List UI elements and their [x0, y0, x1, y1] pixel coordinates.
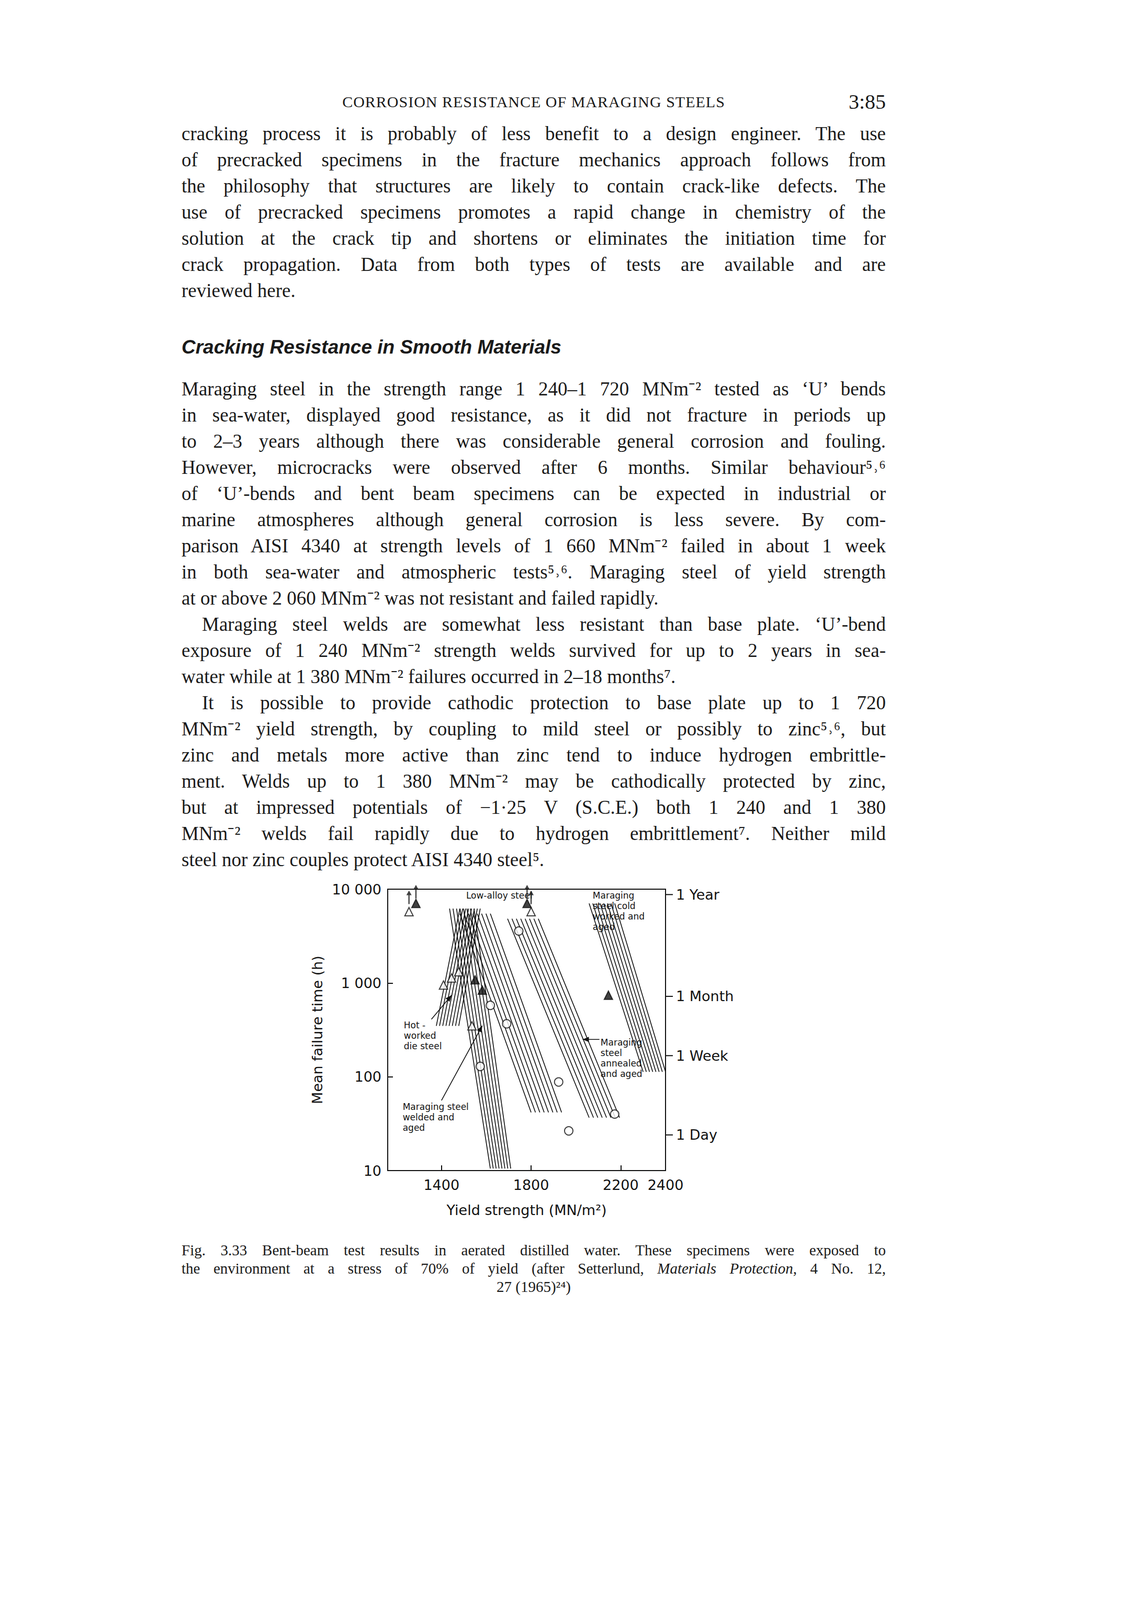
svg-text:welded and: welded and — [402, 1112, 455, 1123]
html-text:water while at 1 380 MNm⁻² fai: water while at 1 380 MNm⁻² failures occu… — [181, 665, 676, 688]
html-text:in both sea-water and atmosphe: in both sea-water and atmospheric tests⁵… — [181, 561, 886, 583]
svg-text:steel cold: steel cold — [592, 900, 636, 912]
html-text:to 2–3 years although there wa: to 2–3 years although there was consider… — [181, 430, 886, 452]
svg-text:Maraging: Maraging — [592, 890, 635, 901]
html-text:exposure of 1 240 MNm⁻² streng: exposure of 1 240 MNm⁻² strength welds s… — [181, 639, 886, 662]
svg-text:aged: aged — [402, 1122, 425, 1134]
html-text:the environment at a stress of: the environment at a stress of 70% of yi… — [181, 1260, 886, 1278]
svg-text:and aged: and aged — [600, 1068, 643, 1080]
svg-text:Yield strength (MN/m²): Yield strength (MN/m²) — [446, 1202, 607, 1219]
html-text:parison AISI 4340 at strength: parison AISI 4340 at strength levels of … — [181, 534, 886, 557]
html-text:Cracking Resistance in Smooth: Cracking Resistance in Smooth Materials — [181, 336, 562, 358]
svg-text:1 Year: 1 Year — [675, 886, 720, 904]
svg-text:worked: worked — [403, 1030, 437, 1042]
html-text:3:85: 3:85 — [848, 89, 886, 114]
svg-text:Maraging steel: Maraging steel — [402, 1101, 469, 1113]
svg-text:Maraging: Maraging — [600, 1037, 643, 1049]
svg-text:1 Day: 1 Day — [675, 1127, 718, 1144]
html-text:It is possible to provide cath: It is possible to provide cathodic prote… — [201, 691, 886, 714]
svg-text:steel: steel — [600, 1048, 623, 1059]
html-text:marine atmospheres although ge: marine atmospheres although general corr… — [181, 508, 886, 531]
svg-text:2400: 2400 — [647, 1177, 684, 1194]
html-text:but at impressed potentials of: but at impressed potentials of −1·25 V (… — [181, 796, 886, 819]
html-text:the philosophy that structures: the philosophy that structures are likel… — [181, 175, 886, 197]
svg-text:2200: 2200 — [602, 1177, 639, 1194]
html-text:in sea-water, displayed good r: in sea-water, displayed good resistance,… — [181, 404, 886, 426]
html-text:27 (1965)²⁴): 27 (1965)²⁴) — [496, 1278, 571, 1296]
html-text:CORROSION RESISTANCE OF MARAGI: CORROSION RESISTANCE OF MARAGING STEELS — [342, 93, 726, 111]
html-text:solution at the crack tip and: solution at the crack tip and shortens o… — [181, 227, 886, 250]
svg-text:worked and: worked and — [592, 911, 645, 922]
svg-text:1 000: 1 000 — [341, 975, 382, 992]
svg-text:1 Week: 1 Week — [675, 1048, 729, 1065]
svg-text:Hot -: Hot - — [403, 1020, 426, 1031]
html-text:However, microcracks were obse: However, microcracks were observed after… — [181, 456, 886, 478]
html-text:at or above 2 060 MNm⁻² was no: at or above 2 060 MNm⁻² was not resistan… — [181, 587, 659, 609]
svg-text:1 Month: 1 Month — [675, 988, 734, 1005]
html-text:zinc and metals more active th: zinc and metals more active than zinc te… — [181, 744, 886, 766]
svg-text:1400: 1400 — [423, 1177, 460, 1194]
svg-text:Mean failure time (h): Mean failure time (h) — [309, 955, 326, 1105]
html-text:ment. Welds up to 1 380 MNm⁻²: ment. Welds up to 1 380 MNm⁻² may be cat… — [181, 770, 886, 792]
svg-text:Low-alloy steel: Low-alloy steel — [466, 890, 533, 901]
html-text:Maraging steel in the strength: Maraging steel in the strength range 1 2… — [181, 378, 886, 400]
svg-text:10 000: 10 000 — [332, 881, 382, 898]
html-text:Fig. 3.33 Bent-beam test resul: Fig. 3.33 Bent-beam test results in aera… — [181, 1242, 886, 1259]
html-text:cracking process it is probabl: cracking process it is probably of less … — [181, 122, 886, 145]
svg-text:100: 100 — [354, 1068, 382, 1086]
svg-text:annealed: annealed — [600, 1058, 642, 1069]
svg-text:1800: 1800 — [513, 1177, 550, 1194]
html-text:Maraging steel welds are somew: Maraging steel welds are somewhat less r… — [201, 613, 886, 635]
html-text:of ‘U’-bends and bent beam spe: of ‘U’-bends and bent beam specimens can… — [181, 482, 886, 505]
html-text:MNm⁻² welds fail rapidly due t: MNm⁻² welds fail rapidly due to hydrogen… — [181, 822, 886, 845]
svg-text:10: 10 — [363, 1163, 382, 1180]
html-text:steel nor zinc couples protect: steel nor zinc couples protect AISI 4340… — [181, 848, 545, 871]
html-text:use of precracked specimens pr: use of precracked specimens promotes a r… — [181, 201, 886, 223]
html-text:reviewed here.: reviewed here. — [181, 279, 296, 302]
html-text:of precracked specimens in the: of precracked specimens in the fracture … — [181, 149, 886, 171]
html-text:MNm⁻² yield strength, by coupl: MNm⁻² yield strength, by coupling to mil… — [181, 718, 886, 740]
svg-text:aged: aged — [592, 921, 615, 933]
svg-text:die steel: die steel — [403, 1041, 443, 1052]
html-text:crack propagation. Data from b: crack propagation. Data from both types … — [181, 253, 886, 276]
